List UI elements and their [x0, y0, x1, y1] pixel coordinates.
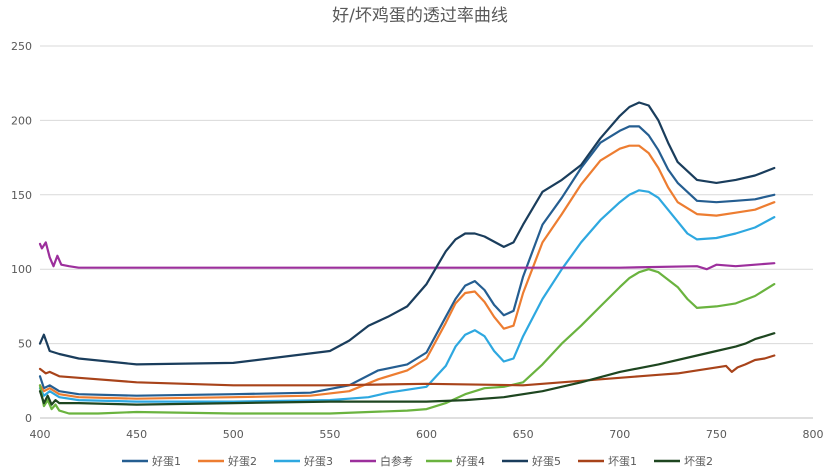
legend-item: 好蛋2 — [198, 454, 257, 468]
legend-item: 好蛋1 — [122, 454, 181, 468]
y-tick-label: 250 — [11, 40, 32, 53]
legend-label: 白参考 — [380, 454, 413, 468]
y-tick-label: 100 — [11, 263, 32, 276]
y-tick-label: 0 — [25, 412, 32, 425]
series-line-7 — [38, 354, 776, 387]
legend-label: 好蛋4 — [456, 454, 485, 468]
legend-item: 白参考 — [350, 454, 413, 468]
series-line-4 — [38, 241, 776, 271]
chart-gridlines — [40, 45, 813, 419]
legend-label: 好蛋1 — [152, 454, 181, 468]
x-tick-label: 400 — [30, 428, 51, 441]
series-line-1 — [38, 125, 776, 397]
legend-label: 好蛋5 — [532, 454, 561, 468]
y-tick-label: 150 — [11, 189, 32, 202]
x-tick-label: 550 — [319, 428, 340, 441]
x-tick-label: 800 — [803, 428, 824, 441]
legend-item: 坏蛋1 — [578, 455, 637, 468]
x-tick-label: 650 — [513, 428, 534, 441]
x-tick-label: 700 — [609, 428, 630, 441]
series-line-2 — [38, 144, 776, 400]
series-line-5 — [38, 268, 776, 415]
legend-label: 坏蛋2 — [684, 455, 713, 468]
y-axis-ticks: 0 50 100 150 200 250 — [11, 40, 32, 425]
y-tick-label: 50 — [18, 338, 32, 351]
legend-item: 好蛋4 — [426, 454, 485, 468]
legend-label: 坏蛋1 — [608, 455, 637, 468]
legend-label: 好蛋2 — [228, 454, 257, 468]
chart-legend: 好蛋1 好蛋2 好蛋3 白参考 好蛋4 好蛋5 坏蛋1 坏蛋2 — [122, 454, 713, 468]
legend-item: 好蛋5 — [502, 454, 561, 468]
series-line-6 — [38, 101, 776, 366]
legend-item: 坏蛋2 — [654, 455, 713, 468]
series-line-8 — [38, 332, 776, 406]
x-tick-label: 750 — [706, 428, 727, 441]
x-tick-label: 600 — [416, 428, 437, 441]
x-tick-label: 500 — [223, 428, 244, 441]
legend-item: 好蛋3 — [274, 454, 333, 468]
series-line-3 — [38, 189, 776, 403]
x-axis-ticks: 400 450 500 550 600 650 700 750 800 — [30, 428, 824, 441]
legend-label: 好蛋3 — [304, 454, 333, 468]
plot-area — [38, 101, 776, 415]
x-tick-label: 450 — [126, 428, 147, 441]
y-tick-label: 200 — [11, 114, 32, 127]
chart-title: 好/坏鸡蛋的透过率曲线 — [332, 6, 508, 26]
